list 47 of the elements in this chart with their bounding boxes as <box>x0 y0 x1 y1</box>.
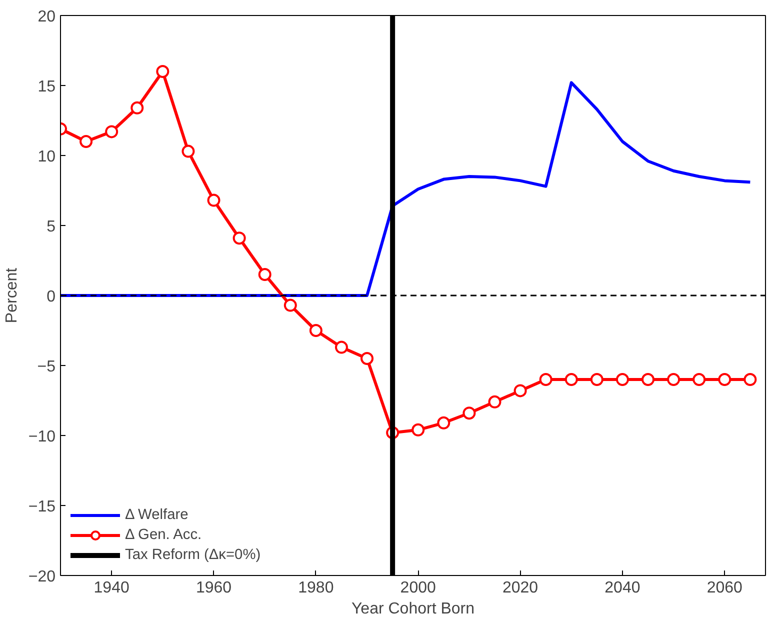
y-tick-label: 15 <box>38 78 56 96</box>
x-tick-label: 2000 <box>400 580 436 596</box>
point <box>232 232 246 245</box>
y-tick-label: 20 <box>38 8 56 26</box>
point <box>130 101 144 114</box>
y-tick-label: −20 <box>28 568 56 586</box>
point <box>642 373 654 386</box>
point <box>80 135 93 148</box>
x-tick-label: 2040 <box>604 580 640 596</box>
point <box>412 423 425 436</box>
x-tick-label: 1960 <box>196 580 232 596</box>
point <box>156 65 170 78</box>
legend-label: Δ Welfare <box>125 507 188 523</box>
y-tick-label: 5 <box>46 218 56 236</box>
point <box>207 194 220 207</box>
point <box>718 373 732 386</box>
x-tick-label: 2060 <box>706 580 743 596</box>
point <box>182 144 195 158</box>
point <box>462 406 476 420</box>
point <box>105 125 118 138</box>
x-tick-label: 2020 <box>502 580 538 596</box>
point <box>590 373 604 386</box>
point <box>564 373 578 386</box>
x-axis-title: Year Cohort Born <box>351 600 475 618</box>
legend-label: Tax Reform (Δκ=0%) <box>125 547 261 563</box>
point <box>284 298 297 312</box>
y-tick-label: 10 <box>38 148 56 166</box>
point <box>258 268 272 281</box>
legend-label: Δ Gen. Acc. <box>125 527 202 543</box>
point <box>539 373 552 386</box>
point <box>309 324 322 337</box>
x-tick-label: 1980 <box>298 580 334 596</box>
point <box>616 373 629 386</box>
point <box>744 373 757 386</box>
point <box>360 352 374 365</box>
point <box>334 340 348 354</box>
y-tick-label: −5 <box>37 358 56 376</box>
point <box>437 416 450 430</box>
point <box>667 373 680 386</box>
y-tick-label: −10 <box>28 428 56 446</box>
point <box>514 384 527 398</box>
y-tick-label: 0 <box>46 288 56 306</box>
y-tick-label: −15 <box>28 498 56 516</box>
point <box>488 395 502 408</box>
x-tick-label: 1940 <box>94 580 130 596</box>
y-axis-title: Percent <box>3 267 20 324</box>
point <box>692 373 706 386</box>
